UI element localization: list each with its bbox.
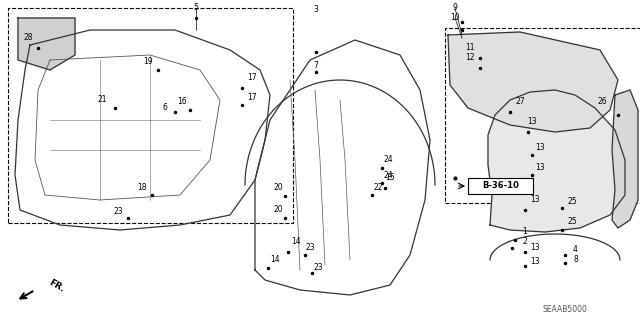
- Text: B-36-10: B-36-10: [482, 182, 519, 190]
- Text: 18: 18: [137, 183, 147, 192]
- Text: SEAAB5000: SEAAB5000: [543, 306, 588, 315]
- Text: 23: 23: [305, 243, 315, 253]
- Text: 12: 12: [465, 54, 475, 63]
- Text: 17: 17: [247, 93, 257, 102]
- Text: 1: 1: [523, 227, 527, 236]
- Text: 24: 24: [383, 155, 393, 165]
- Text: 20: 20: [273, 183, 283, 192]
- Text: FR.: FR.: [47, 278, 66, 294]
- Text: 11: 11: [465, 43, 475, 53]
- Text: 25: 25: [567, 218, 577, 226]
- Polygon shape: [18, 18, 75, 70]
- Text: 17: 17: [247, 73, 257, 83]
- Text: 5: 5: [193, 4, 198, 12]
- Text: 3: 3: [314, 5, 319, 14]
- Text: 27: 27: [515, 98, 525, 107]
- Text: 19: 19: [143, 57, 153, 66]
- Text: 26: 26: [597, 98, 607, 107]
- Bar: [445, 28, 640, 203]
- Text: 4: 4: [573, 246, 577, 255]
- Text: 25: 25: [567, 197, 577, 206]
- Text: 24: 24: [383, 170, 393, 180]
- Text: 22: 22: [373, 183, 383, 192]
- Text: 14: 14: [291, 238, 301, 247]
- Polygon shape: [488, 90, 625, 232]
- Text: 6: 6: [163, 103, 168, 113]
- Text: 15: 15: [385, 174, 395, 182]
- Text: 20: 20: [273, 205, 283, 214]
- Text: 13: 13: [535, 144, 545, 152]
- Text: 13: 13: [530, 257, 540, 266]
- Bar: [468, 178, 533, 194]
- Text: 2: 2: [523, 238, 527, 247]
- Text: 23: 23: [313, 263, 323, 272]
- Text: 7: 7: [314, 61, 319, 70]
- Text: 23: 23: [113, 207, 123, 217]
- Bar: [8, 8, 293, 223]
- Text: 14: 14: [270, 256, 280, 264]
- Text: 13: 13: [527, 117, 537, 127]
- Polygon shape: [612, 90, 638, 228]
- Text: 28: 28: [23, 33, 33, 42]
- Text: 8: 8: [573, 256, 579, 264]
- Text: 13: 13: [535, 164, 545, 173]
- Text: 9: 9: [452, 4, 458, 12]
- Text: 10: 10: [450, 13, 460, 23]
- Text: 13: 13: [530, 196, 540, 204]
- Text: 21: 21: [97, 95, 107, 105]
- Text: 16: 16: [177, 98, 187, 107]
- Polygon shape: [448, 32, 618, 132]
- Text: 13: 13: [530, 243, 540, 253]
